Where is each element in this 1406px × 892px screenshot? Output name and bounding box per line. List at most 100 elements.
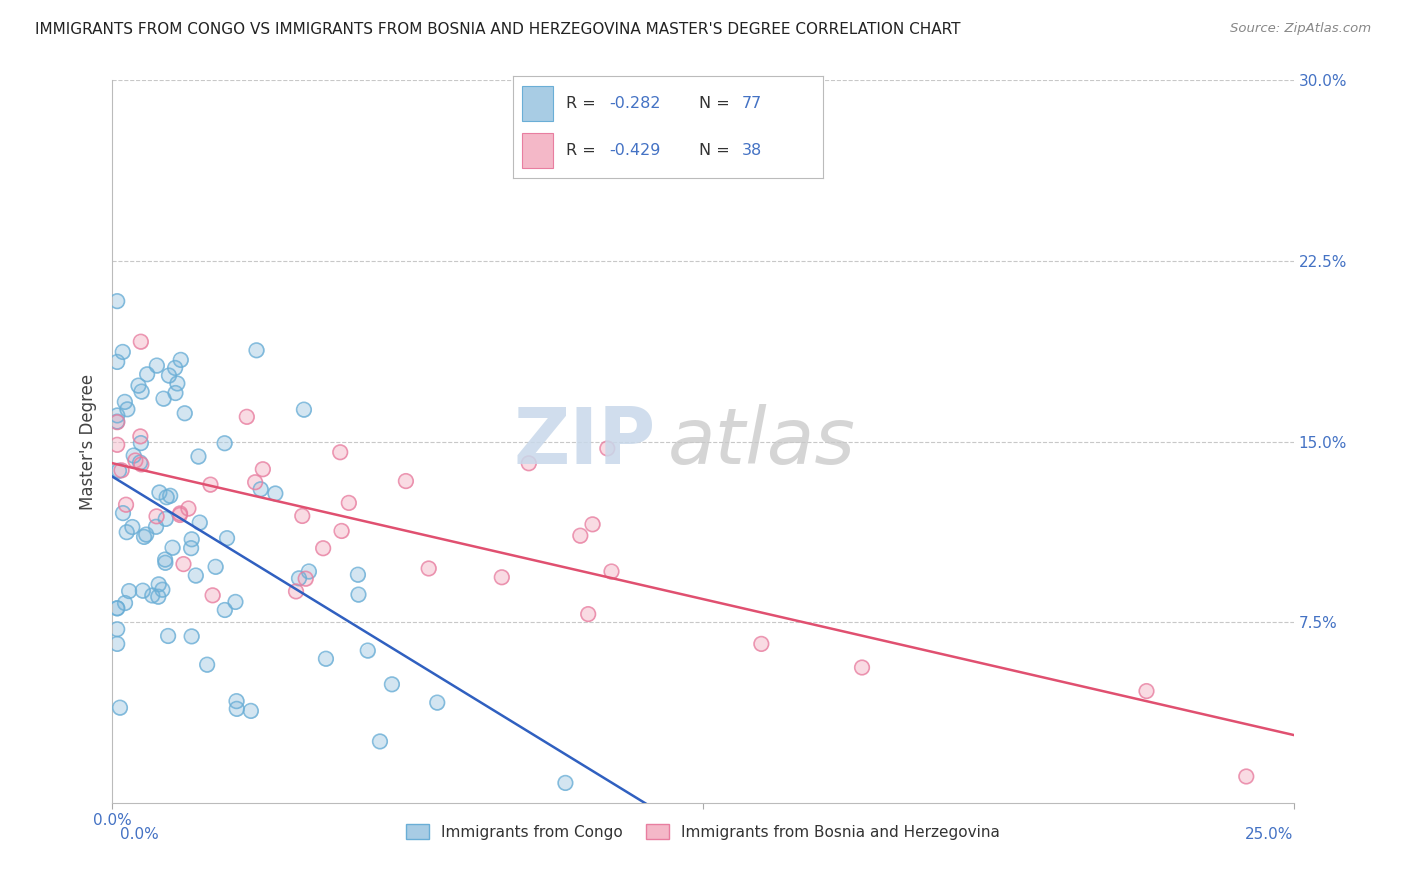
Point bbox=[121, 520, 143, 534]
Point bbox=[330, 524, 353, 538]
Text: -0.429: -0.429 bbox=[609, 144, 661, 158]
Point bbox=[110, 463, 132, 477]
Point bbox=[115, 525, 138, 540]
Point bbox=[1135, 684, 1157, 698]
Point bbox=[129, 334, 152, 349]
Point bbox=[155, 556, 177, 570]
Point bbox=[177, 501, 200, 516]
Point bbox=[180, 533, 202, 547]
Point bbox=[347, 588, 370, 602]
Point bbox=[105, 601, 128, 615]
Point bbox=[187, 450, 209, 464]
Point bbox=[108, 464, 131, 478]
Text: 77: 77 bbox=[742, 96, 762, 111]
Point bbox=[131, 384, 153, 399]
Point bbox=[214, 603, 236, 617]
Point bbox=[298, 565, 321, 579]
Point bbox=[200, 477, 222, 491]
Point bbox=[111, 345, 134, 359]
Point bbox=[581, 517, 603, 532]
Point bbox=[105, 355, 128, 369]
Point bbox=[249, 482, 271, 496]
Point bbox=[243, 475, 266, 490]
Point bbox=[165, 360, 187, 375]
Point bbox=[173, 406, 195, 420]
Point bbox=[153, 552, 176, 566]
Point bbox=[180, 629, 202, 643]
Point bbox=[146, 359, 169, 373]
Point bbox=[146, 359, 169, 373]
Point bbox=[214, 603, 236, 617]
Point bbox=[600, 565, 623, 579]
Point bbox=[117, 402, 139, 417]
Point bbox=[285, 584, 308, 599]
Point bbox=[105, 601, 128, 615]
Point bbox=[851, 660, 873, 674]
Point bbox=[292, 402, 315, 417]
Point bbox=[105, 415, 128, 429]
Point bbox=[114, 395, 136, 409]
Point bbox=[132, 583, 155, 598]
Point bbox=[118, 584, 141, 599]
Point bbox=[129, 456, 152, 470]
Point bbox=[145, 520, 167, 534]
Point bbox=[165, 386, 187, 401]
Point bbox=[145, 520, 167, 534]
Text: R =: R = bbox=[565, 96, 600, 111]
Point bbox=[121, 520, 143, 534]
Point bbox=[148, 590, 170, 604]
Text: ZIP: ZIP bbox=[513, 403, 655, 480]
Point bbox=[169, 507, 191, 521]
Point bbox=[195, 657, 218, 672]
Point bbox=[851, 660, 873, 674]
Point bbox=[225, 694, 247, 708]
Text: atlas: atlas bbox=[668, 403, 855, 480]
Point bbox=[145, 509, 167, 524]
Point bbox=[264, 486, 287, 500]
Point bbox=[131, 384, 153, 399]
Point bbox=[294, 572, 316, 586]
Point bbox=[105, 637, 128, 651]
Point bbox=[600, 565, 623, 579]
Point bbox=[129, 334, 152, 349]
Point bbox=[148, 590, 170, 604]
Point bbox=[105, 409, 128, 423]
Point bbox=[117, 402, 139, 417]
Point bbox=[1135, 684, 1157, 698]
Point bbox=[491, 570, 513, 584]
Point bbox=[114, 596, 136, 610]
Point bbox=[157, 629, 180, 643]
Point bbox=[381, 677, 404, 691]
Text: N =: N = bbox=[699, 144, 735, 158]
Text: 0.0%: 0.0% bbox=[120, 827, 159, 841]
Point bbox=[155, 512, 177, 526]
Point bbox=[105, 294, 128, 309]
Point bbox=[347, 588, 370, 602]
Point bbox=[245, 343, 267, 358]
Point bbox=[165, 360, 187, 375]
Point bbox=[315, 652, 337, 666]
Point bbox=[157, 629, 180, 643]
Point bbox=[426, 696, 449, 710]
Point bbox=[148, 485, 170, 500]
Point bbox=[111, 506, 134, 520]
Point bbox=[155, 512, 177, 526]
Point bbox=[105, 415, 128, 429]
Point bbox=[252, 462, 274, 476]
Point bbox=[132, 583, 155, 598]
Point bbox=[153, 552, 176, 566]
Point bbox=[105, 637, 128, 651]
Point bbox=[201, 588, 224, 602]
Point bbox=[166, 376, 188, 391]
Point bbox=[312, 541, 335, 556]
Point bbox=[554, 776, 576, 790]
Point bbox=[749, 637, 772, 651]
Point bbox=[180, 629, 202, 643]
Point bbox=[569, 529, 592, 543]
Point bbox=[145, 509, 167, 524]
Point bbox=[204, 559, 226, 574]
Point bbox=[569, 529, 592, 543]
Point bbox=[329, 445, 352, 459]
Point bbox=[200, 477, 222, 491]
Point bbox=[195, 657, 218, 672]
